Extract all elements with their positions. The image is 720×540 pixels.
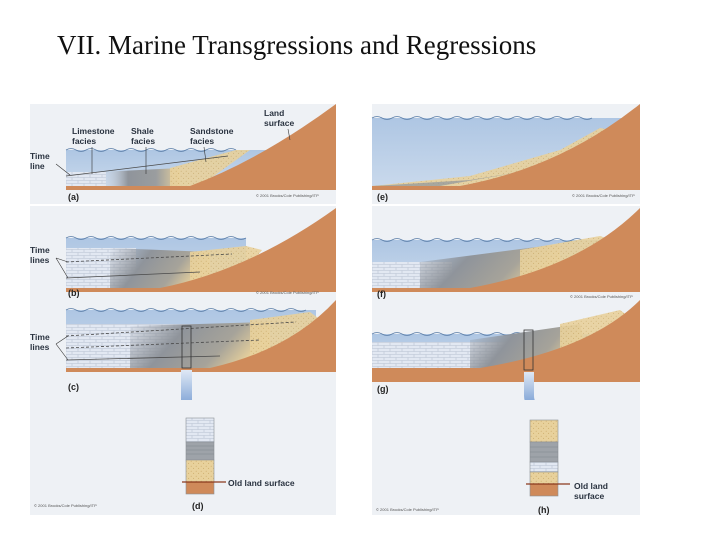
- panel-h: Old land surface (h) © 2001 Brooks/Cole …: [372, 400, 640, 515]
- svg-text:surface: surface: [574, 491, 605, 501]
- copyright-d: © 2001 Brooks/Cole Publishing/ITP: [34, 503, 97, 508]
- panel-b-labels: Time lines (b) © 2001 Brooks/Cole Publis…: [30, 245, 319, 298]
- svg-text:Old land: Old land: [574, 481, 608, 491]
- copyright-e: © 2001 Brooks/Cole Publishing/ITP: [572, 193, 635, 198]
- panel-f: (f) © 2001 Brooks/Cole Publishing/ITP: [371, 206, 640, 300]
- panel-c-labels: Time lines (c): [30, 332, 79, 392]
- label-sandstone: Sandstone: [190, 126, 234, 136]
- label-lines-b: lines: [30, 255, 50, 265]
- panel-label-e: (e): [377, 192, 388, 202]
- panel-b: [30, 206, 336, 300]
- svg-text:Limestone: Limestone: [72, 126, 115, 136]
- panel-g: (g): [371, 300, 640, 400]
- panel-e: (e) © 2001 Brooks/Cole Publishing/ITP: [371, 104, 640, 204]
- svg-text:lines: lines: [30, 342, 50, 352]
- svg-text:facies: facies: [190, 136, 214, 146]
- label-surface: surface: [264, 118, 295, 128]
- panel-label-g: (g): [377, 384, 389, 394]
- svg-text:Sandstone: Sandstone: [190, 126, 234, 136]
- label-limestone: Limestone: [72, 126, 115, 136]
- svg-text:facies: facies: [72, 136, 96, 146]
- svg-text:Shale: Shale: [131, 126, 154, 136]
- label-old-land-surface-d: Old land surface: [228, 478, 295, 488]
- label-sandstone-facies: facies: [190, 136, 214, 146]
- label-surface-h: surface: [574, 491, 605, 501]
- copyright-a: © 2001 Brooks/Cole Publishing/ITP: [256, 193, 319, 198]
- svg-text:surface: surface: [264, 118, 295, 128]
- panel-label-b: (b): [68, 288, 80, 298]
- panel-a-labels: Land surface Limestone facies Shale faci…: [30, 108, 319, 202]
- panel-label-d: (d): [192, 501, 204, 511]
- svg-text:Time: Time: [30, 332, 50, 342]
- svg-text:Time: Time: [30, 151, 50, 161]
- label-line-a: line: [30, 161, 45, 171]
- panel-d: Old land surface (d) © 2001 Brooks/Cole …: [30, 400, 336, 515]
- panel-label-a: (a): [68, 192, 79, 202]
- label-shale: Shale: [131, 126, 154, 136]
- svg-text:lines: lines: [30, 255, 50, 265]
- label-time-a: Time: [30, 151, 50, 161]
- label-shale-facies: facies: [131, 136, 155, 146]
- svg-text:line: line: [30, 161, 45, 171]
- panel-label-c: (c): [68, 382, 79, 392]
- panel-label-f: (f): [377, 289, 386, 299]
- panel-label-h: (h): [538, 505, 550, 515]
- svg-text:facies: facies: [131, 136, 155, 146]
- label-old-land-h: Old land: [574, 481, 608, 491]
- label-time-b: Time: [30, 245, 50, 255]
- label-lines-c: lines: [30, 342, 50, 352]
- copyright-f: © 2001 Brooks/Cole Publishing/ITP: [570, 294, 633, 299]
- label-limestone-facies: facies: [72, 136, 96, 146]
- label-time-c: Time: [30, 332, 50, 342]
- slide-title: VII. Marine Transgressions and Regressio…: [57, 30, 537, 60]
- svg-text:Time: Time: [30, 245, 50, 255]
- copyright-b: © 2001 Brooks/Cole Publishing/ITP: [256, 290, 319, 295]
- copyright-h: © 2001 Brooks/Cole Publishing/ITP: [376, 507, 439, 512]
- panel-a: [30, 104, 336, 204]
- svg-text:Land: Land: [264, 108, 284, 118]
- label-land: Land: [264, 108, 284, 118]
